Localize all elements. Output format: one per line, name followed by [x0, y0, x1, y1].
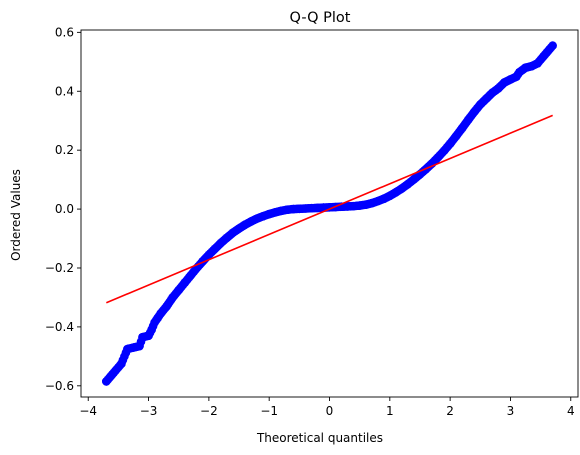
- data-point: [451, 131, 461, 141]
- x-tick-label: −3: [140, 404, 158, 418]
- data-point: [117, 359, 126, 369]
- data-point: [445, 139, 455, 148]
- data-point: [289, 204, 298, 214]
- y-tick-label: −0.6: [45, 379, 74, 393]
- data-point: [494, 84, 503, 93]
- reference-line: [106, 114, 553, 304]
- y-tick-label: −0.2: [45, 261, 74, 275]
- data-point: [295, 204, 304, 214]
- data-point: [433, 152, 443, 162]
- data-point: [156, 309, 165, 318]
- data-point: [204, 250, 214, 260]
- data-point: [397, 184, 407, 193]
- data-point: [313, 203, 322, 213]
- data-point: [174, 285, 184, 295]
- data-point: [533, 58, 542, 68]
- data-point: [307, 203, 316, 213]
- data-point: [222, 233, 232, 242]
- data-point: [216, 238, 226, 248]
- data-point: [147, 325, 156, 335]
- x-tick-label: −4: [79, 404, 97, 418]
- x-tick-label: 0: [326, 404, 334, 418]
- y-tick-label: 0.6: [55, 25, 74, 39]
- data-point: [548, 41, 557, 50]
- x-tick-label: −2: [200, 404, 218, 418]
- x-tick-label: 3: [507, 404, 515, 418]
- data-point: [475, 100, 485, 109]
- axes: −4 −3 −2 −1 0 1 2 3 4 −0.6 −0.4 −0.2 0.0 0.2 0.4 0.6: [45, 25, 579, 418]
- data-point: [135, 341, 144, 351]
- data-point: [162, 301, 171, 311]
- data-point: [168, 293, 177, 302]
- data-point: [515, 67, 524, 77]
- data-point: [439, 146, 449, 156]
- data-point: [180, 278, 190, 288]
- y-tick-label: 0.2: [55, 143, 74, 157]
- data-point: [403, 179, 413, 189]
- data-point: [210, 244, 220, 254]
- plot-area: [102, 41, 557, 386]
- x-tick-label: 1: [386, 404, 394, 418]
- data-point: [409, 175, 419, 184]
- data-point: [301, 204, 310, 213]
- chart-title: Q-Q Plot: [290, 10, 351, 26]
- data-point: [469, 107, 479, 117]
- data-point: [228, 228, 238, 237]
- data-point: [186, 271, 196, 280]
- y-axis-title: Ordered Values: [9, 169, 23, 261]
- y-tick-label: 0.4: [55, 84, 74, 98]
- x-tick-label: 2: [446, 404, 454, 418]
- plot-content: [102, 41, 557, 386]
- x-tick-label: 4: [567, 404, 575, 418]
- y-tick-label: −0.4: [45, 320, 74, 334]
- x-axis-title: Theoretical quantiles: [256, 431, 383, 445]
- y-tick-label: 0.0: [55, 202, 74, 216]
- data-point: [457, 123, 467, 133]
- data-point: [343, 202, 352, 211]
- data-point: [488, 88, 497, 98]
- data-point: [482, 94, 491, 103]
- data-point: [463, 115, 473, 125]
- data-point: [319, 203, 328, 212]
- x-tick-label: −1: [260, 404, 278, 418]
- data-point: [102, 377, 111, 386]
